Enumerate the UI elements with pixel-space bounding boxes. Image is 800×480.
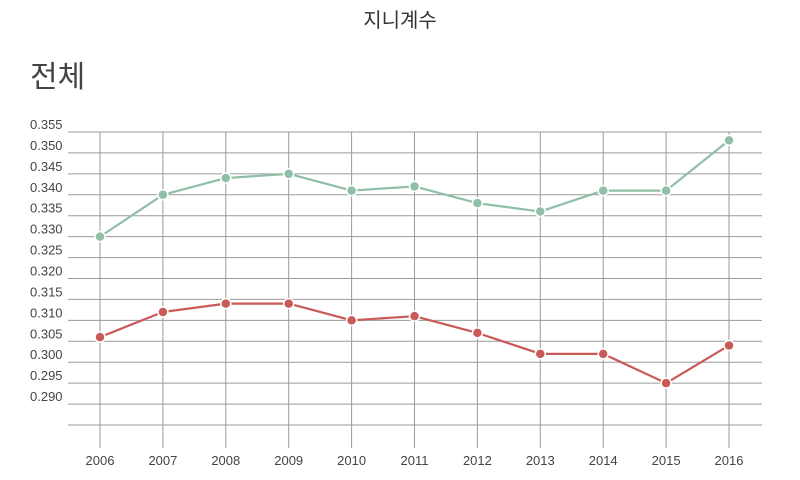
data-point <box>660 184 672 197</box>
x-tick-label: 2006 <box>86 453 115 468</box>
data-point <box>94 230 106 243</box>
y-tick-label: 0.330 <box>30 222 63 237</box>
y-axis-ticks: 0.355 0.350 0.345 0.340 0.335 0.330 0.325 0.320… <box>30 117 63 404</box>
x-tick-label: 2010 <box>337 453 366 468</box>
x-axis-ticks: 2006 2007 2008 2009 2010 2011 2012 2013 2014 2015… <box>86 453 744 468</box>
data-point <box>157 306 169 318</box>
data-point <box>220 297 232 310</box>
y-tick-label: 0.350 <box>30 138 63 153</box>
y-tick-label: 0.305 <box>30 326 63 341</box>
x-tick-label: 2009 <box>274 453 303 468</box>
x-tick-label: 2015 <box>652 453 681 468</box>
y-tick-label: 0.340 <box>30 180 63 195</box>
x-tick-label: 2014 <box>589 453 618 468</box>
y-tick-label: 0.335 <box>30 201 63 216</box>
data-point <box>157 189 169 201</box>
y-tick-label: 0.325 <box>30 243 63 258</box>
data-point <box>534 205 547 218</box>
y-tick-label: 0.355 <box>30 117 63 132</box>
data-point <box>220 172 232 184</box>
y-tick-label: 0.310 <box>30 305 63 320</box>
chart-subtitle: 전체 <box>30 60 86 95</box>
data-point <box>597 184 609 197</box>
data-point <box>282 168 295 180</box>
y-tick-label: 0.320 <box>30 264 63 279</box>
data-point <box>660 377 672 389</box>
data-point <box>408 310 421 322</box>
y-tick-label: 0.295 <box>30 368 63 383</box>
series-points <box>94 134 735 389</box>
x-tick-label: 2008 <box>211 453 240 468</box>
data-point <box>282 297 295 310</box>
data-point <box>345 314 358 327</box>
x-tick-label: 2012 <box>463 453 492 468</box>
y-tick-label: 0.290 <box>30 389 63 404</box>
chart-title: 지니계수 <box>363 8 437 32</box>
data-point <box>345 184 358 197</box>
grid <box>68 131 762 448</box>
y-tick-label: 0.300 <box>30 347 63 362</box>
x-tick-label: 2016 <box>715 453 744 468</box>
x-tick-label: 2007 <box>148 453 177 468</box>
data-point <box>471 197 484 209</box>
y-tick-label: 0.345 <box>30 159 63 174</box>
data-point <box>534 348 547 360</box>
x-tick-label: 2013 <box>526 453 555 468</box>
data-point <box>597 348 609 360</box>
data-point <box>471 327 484 339</box>
data-point <box>94 331 106 343</box>
data-point <box>408 180 421 193</box>
data-point <box>723 339 735 352</box>
x-tick-label: 2011 <box>401 453 429 468</box>
y-tick-label: 0.315 <box>30 284 63 299</box>
data-point <box>723 134 735 147</box>
